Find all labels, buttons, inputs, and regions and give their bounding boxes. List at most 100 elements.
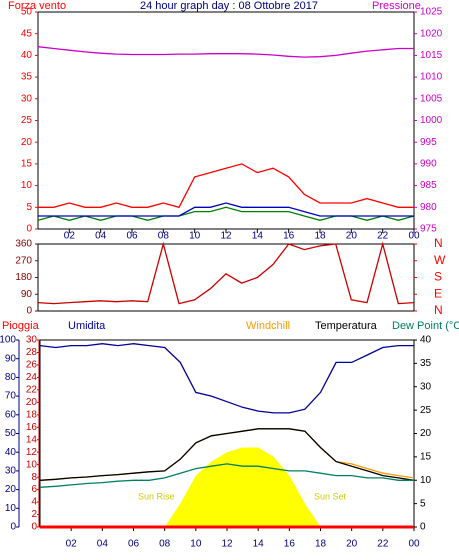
- tick-label: 80: [5, 372, 17, 383]
- tick-label: 10: [420, 475, 432, 486]
- legend-label: Temperatura: [315, 320, 378, 332]
- tick-label: 20: [21, 137, 33, 148]
- x-tick-label: 04: [95, 231, 107, 242]
- tick-label: 980: [420, 202, 437, 213]
- tick-label: 180: [15, 272, 32, 283]
- legend-label: Pioggia: [2, 320, 40, 332]
- tick-label: 995: [420, 137, 437, 148]
- tick-label: 45: [21, 28, 33, 39]
- tick-label: 16: [26, 422, 38, 433]
- tick-label: 1015: [420, 50, 443, 61]
- x-tick-label: 20: [346, 539, 358, 550]
- legend-label: Umidita: [68, 320, 106, 332]
- x-tick-label: 06: [126, 231, 138, 242]
- x-tick-label: 16: [283, 231, 295, 242]
- tick-label: 26: [26, 360, 38, 371]
- x-tick-label: 18: [315, 539, 327, 550]
- x-tick-label: 00: [408, 231, 420, 242]
- x-tick-label: 22: [377, 539, 389, 550]
- tick-label: 270: [15, 255, 32, 266]
- x-tick-label: 10: [190, 539, 202, 550]
- x-tick-label: 22: [377, 231, 389, 242]
- tick-label: 18: [26, 409, 38, 420]
- tick-label: 0: [10, 522, 16, 533]
- tick-label: 10: [26, 459, 38, 470]
- annotation: Sun Set: [314, 491, 347, 501]
- tick-label: N: [434, 303, 443, 317]
- tick-label: 1020: [420, 28, 443, 39]
- tick-label: N: [434, 236, 443, 250]
- tick-label: 5: [26, 202, 32, 213]
- tick-label: 10: [5, 503, 17, 514]
- series-line: [37, 241, 415, 305]
- x-tick-label: 10: [189, 231, 201, 242]
- tick-label: 1010: [420, 72, 443, 83]
- tick-label: 12: [26, 447, 38, 458]
- tick-label: 90: [21, 289, 33, 300]
- series-line: [38, 202, 414, 217]
- tick-label: 22: [26, 385, 38, 396]
- x-tick-label: 14: [252, 231, 264, 242]
- tick-label: 35: [21, 72, 33, 83]
- tick-label: 25: [420, 405, 432, 416]
- tick-label: 5: [420, 498, 426, 509]
- x-tick-label: 18: [314, 231, 326, 242]
- tick-label: 35: [420, 358, 432, 369]
- tick-label: 50: [5, 428, 17, 439]
- tick-label: 1000: [420, 115, 443, 126]
- series-line: [39, 428, 415, 481]
- legend-label: Dew Point (°C: [392, 320, 459, 332]
- x-tick-label: 08: [159, 539, 171, 550]
- x-tick-label: 20: [346, 231, 358, 242]
- tick-label: 20: [26, 397, 38, 408]
- tick-label: 975: [420, 224, 437, 235]
- tick-label: 6: [31, 484, 37, 495]
- tick-label: 1025: [420, 7, 443, 18]
- tick-label: 20: [420, 428, 432, 439]
- tick-label: 60: [5, 409, 17, 420]
- legend-label: Windchill: [246, 320, 290, 332]
- tick-label: 40: [5, 447, 17, 458]
- tick-label: S: [434, 270, 442, 284]
- annotation: Sun Rise: [138, 491, 175, 501]
- tick-label: 30: [420, 381, 432, 392]
- tick-label: 0: [26, 224, 32, 235]
- x-tick-label: 12: [221, 539, 233, 550]
- x-tick-label: 16: [284, 539, 296, 550]
- tick-label: 2: [31, 509, 37, 520]
- tick-label: 30: [21, 93, 33, 104]
- tick-label: 0: [420, 522, 426, 533]
- tick-label: 15: [420, 452, 432, 463]
- tick-label: 1005: [420, 93, 443, 104]
- x-tick-label: 06: [128, 539, 140, 550]
- tick-label: 40: [420, 335, 432, 346]
- series-line: [39, 463, 414, 488]
- tick-label: 14: [26, 434, 38, 445]
- tick-label: 15: [21, 159, 33, 170]
- area: [40, 447, 414, 527]
- tick-label: 25: [21, 115, 33, 126]
- x-tick-label: 04: [97, 539, 109, 550]
- tick-label: W: [434, 253, 446, 267]
- tick-label: 30: [5, 466, 17, 477]
- tick-label: 985: [420, 180, 437, 191]
- series-line: [37, 46, 414, 58]
- tick-label: 24: [26, 372, 38, 383]
- tick-label: 0: [26, 306, 32, 317]
- tick-label: 0: [31, 522, 37, 533]
- tick-label: 10: [21, 180, 33, 191]
- tick-label: E: [434, 286, 442, 300]
- tick-label: 70: [5, 391, 17, 402]
- x-tick-label: 12: [220, 231, 232, 242]
- series-line: [38, 163, 414, 209]
- tick-label: 360: [15, 239, 32, 250]
- x-tick-label: 02: [66, 539, 78, 550]
- tick-label: 30: [26, 335, 38, 346]
- legend-label: Forza vento: [8, 0, 66, 12]
- x-tick-label: 02: [64, 231, 76, 242]
- chart-title: 24 hour graph day : 08 Ottobre 2017: [140, 0, 318, 12]
- tick-label: 4: [31, 497, 37, 508]
- tick-label: 20: [5, 484, 17, 495]
- tick-label: 8: [31, 472, 37, 483]
